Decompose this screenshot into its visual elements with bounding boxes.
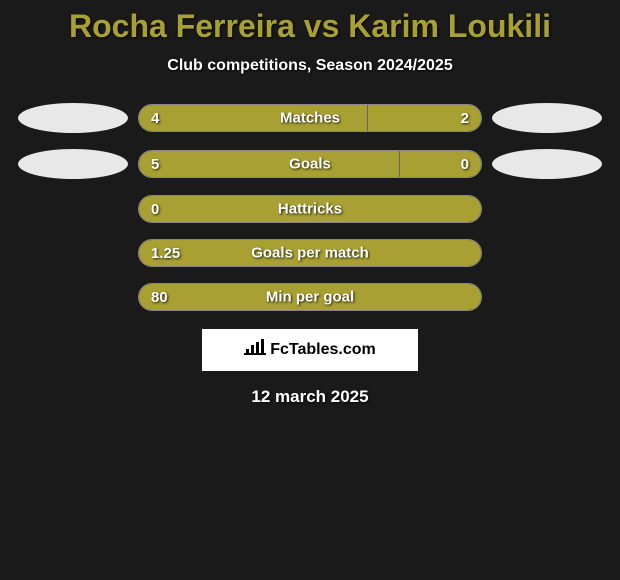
page-subtitle: Club competitions, Season 2024/2025 (0, 57, 620, 75)
stat-bar-left: 5 (139, 151, 399, 177)
stat-bar: 5 0 Goals (138, 150, 482, 178)
stat-label: Goals per match (251, 245, 369, 262)
logo-text: FcTables.com (270, 341, 376, 359)
stat-value-left: 1.25 (151, 245, 180, 262)
date-text: 12 march 2025 (0, 387, 620, 407)
stat-label: Hattricks (278, 201, 342, 218)
stat-row: 0 Hattricks (0, 195, 620, 223)
stat-row: 5 0 Goals (0, 149, 620, 179)
stat-bar: 0 Hattricks (138, 195, 482, 223)
comparison-container: Rocha Ferreira vs Karim Loukili Club com… (0, 0, 620, 407)
stat-label: Min per goal (266, 289, 354, 306)
player-badge-left (18, 149, 128, 179)
page-title: Rocha Ferreira vs Karim Loukili (0, 8, 620, 45)
stat-value-right: 0 (461, 156, 469, 173)
player-badge-left (18, 103, 128, 133)
stat-bar-right: 0 (399, 151, 481, 177)
stat-value-left: 4 (151, 110, 159, 127)
stat-bar-right: 2 (367, 105, 481, 131)
stat-value-left: 5 (151, 156, 159, 173)
logo-box: FcTables.com (202, 329, 418, 371)
stat-row: 4 2 Matches (0, 103, 620, 133)
stat-label: Goals (289, 156, 331, 173)
stat-label: Matches (280, 110, 340, 127)
player-badge-right (492, 103, 602, 133)
stat-value-left: 80 (151, 289, 168, 306)
player-badge-right (492, 149, 602, 179)
stat-bar: 4 2 Matches (138, 104, 482, 132)
stat-value-right: 2 (461, 110, 469, 127)
stat-row: 80 Min per goal (0, 283, 620, 311)
chart-icon (244, 339, 266, 362)
stat-bar: 1.25 Goals per match (138, 239, 482, 267)
stats-list: 4 2 Matches 5 0 Goals 0 Hattricks 1.25 Goals per … (0, 103, 620, 311)
stat-bar: 80 Min per goal (138, 283, 482, 311)
stat-value-left: 0 (151, 201, 159, 218)
stat-row: 1.25 Goals per match (0, 239, 620, 267)
